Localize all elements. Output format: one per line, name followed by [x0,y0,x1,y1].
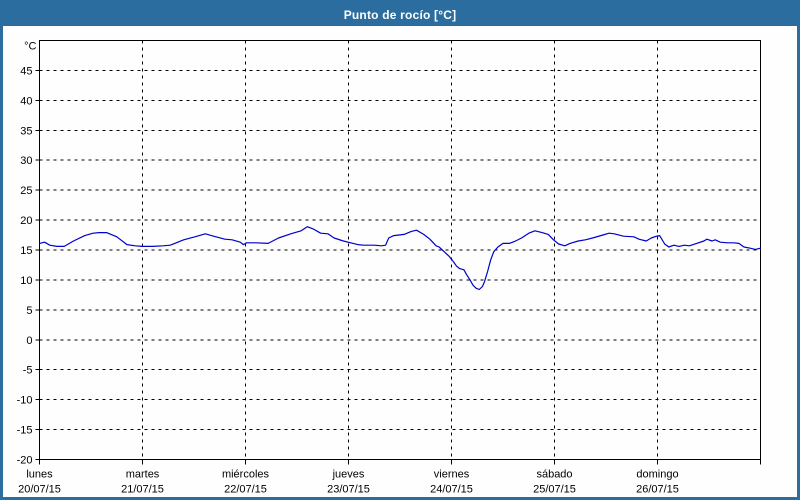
y-axis-tick-label: -20 [17,455,33,467]
x-axis-day-label: martes [126,469,160,481]
x-axis-date-label: 21/07/15 [121,484,164,496]
axis-ticks [35,69,761,465]
y-axis-tick-label: 5 [26,305,32,317]
chart-title: Punto de rocío [°C] [343,7,457,22]
y-axis-tick-label: 25 [20,185,32,197]
y-axis-tick-label: 45 [20,65,32,77]
chart-title-bar: Punto de rocío [°C] [3,3,797,26]
x-axis-day-label: domingo [636,469,678,481]
y-axis-tick-label: -10 [17,395,33,407]
y-axis-tick-label: 0 [26,335,32,347]
y-axis-unit-label: °C [24,41,36,53]
x-axis-day-label: jueves [332,469,365,481]
plot-border [39,40,761,460]
y-axis-tick-label: 15 [20,245,32,257]
y-axis-tick-label: 20 [20,215,32,227]
x-axis-date-label: 20/07/15 [18,484,61,496]
x-axis-date-label: 26/07/15 [636,484,679,496]
y-axis-tick-label: 35 [20,125,32,137]
x-axis-date-label: 25/07/15 [533,484,576,496]
y-axis-tick-label: 40 [20,95,32,107]
axis-labels: 45 40 35 30 25 20 15 10 5 0 -5 -10 -15 -20 °C lunes 20/0… [17,41,679,496]
x-axis-day-label: viernes [434,469,470,481]
x-axis-date-label: 24/07/15 [430,484,473,496]
x-axis-date-label: 23/07/15 [327,484,370,496]
y-axis-tick-label: -5 [23,365,33,377]
x-axis-day-label: miércoles [222,469,270,481]
y-axis-tick-label: -15 [17,425,33,437]
gridlines [39,40,761,460]
x-axis-day-label: sábado [536,469,572,481]
y-axis-tick-label: 10 [20,275,32,287]
dew-point-line [38,226,762,291]
x-axis-date-label: 22/07/15 [224,484,267,496]
y-axis-tick-label: 30 [20,155,32,167]
x-axis-day-label: lunes [26,469,53,481]
dew-point-chart: 45 40 35 30 25 20 15 10 5 0 -5 -10 -15 -20 °C lunes 20/0… [17,40,762,496]
